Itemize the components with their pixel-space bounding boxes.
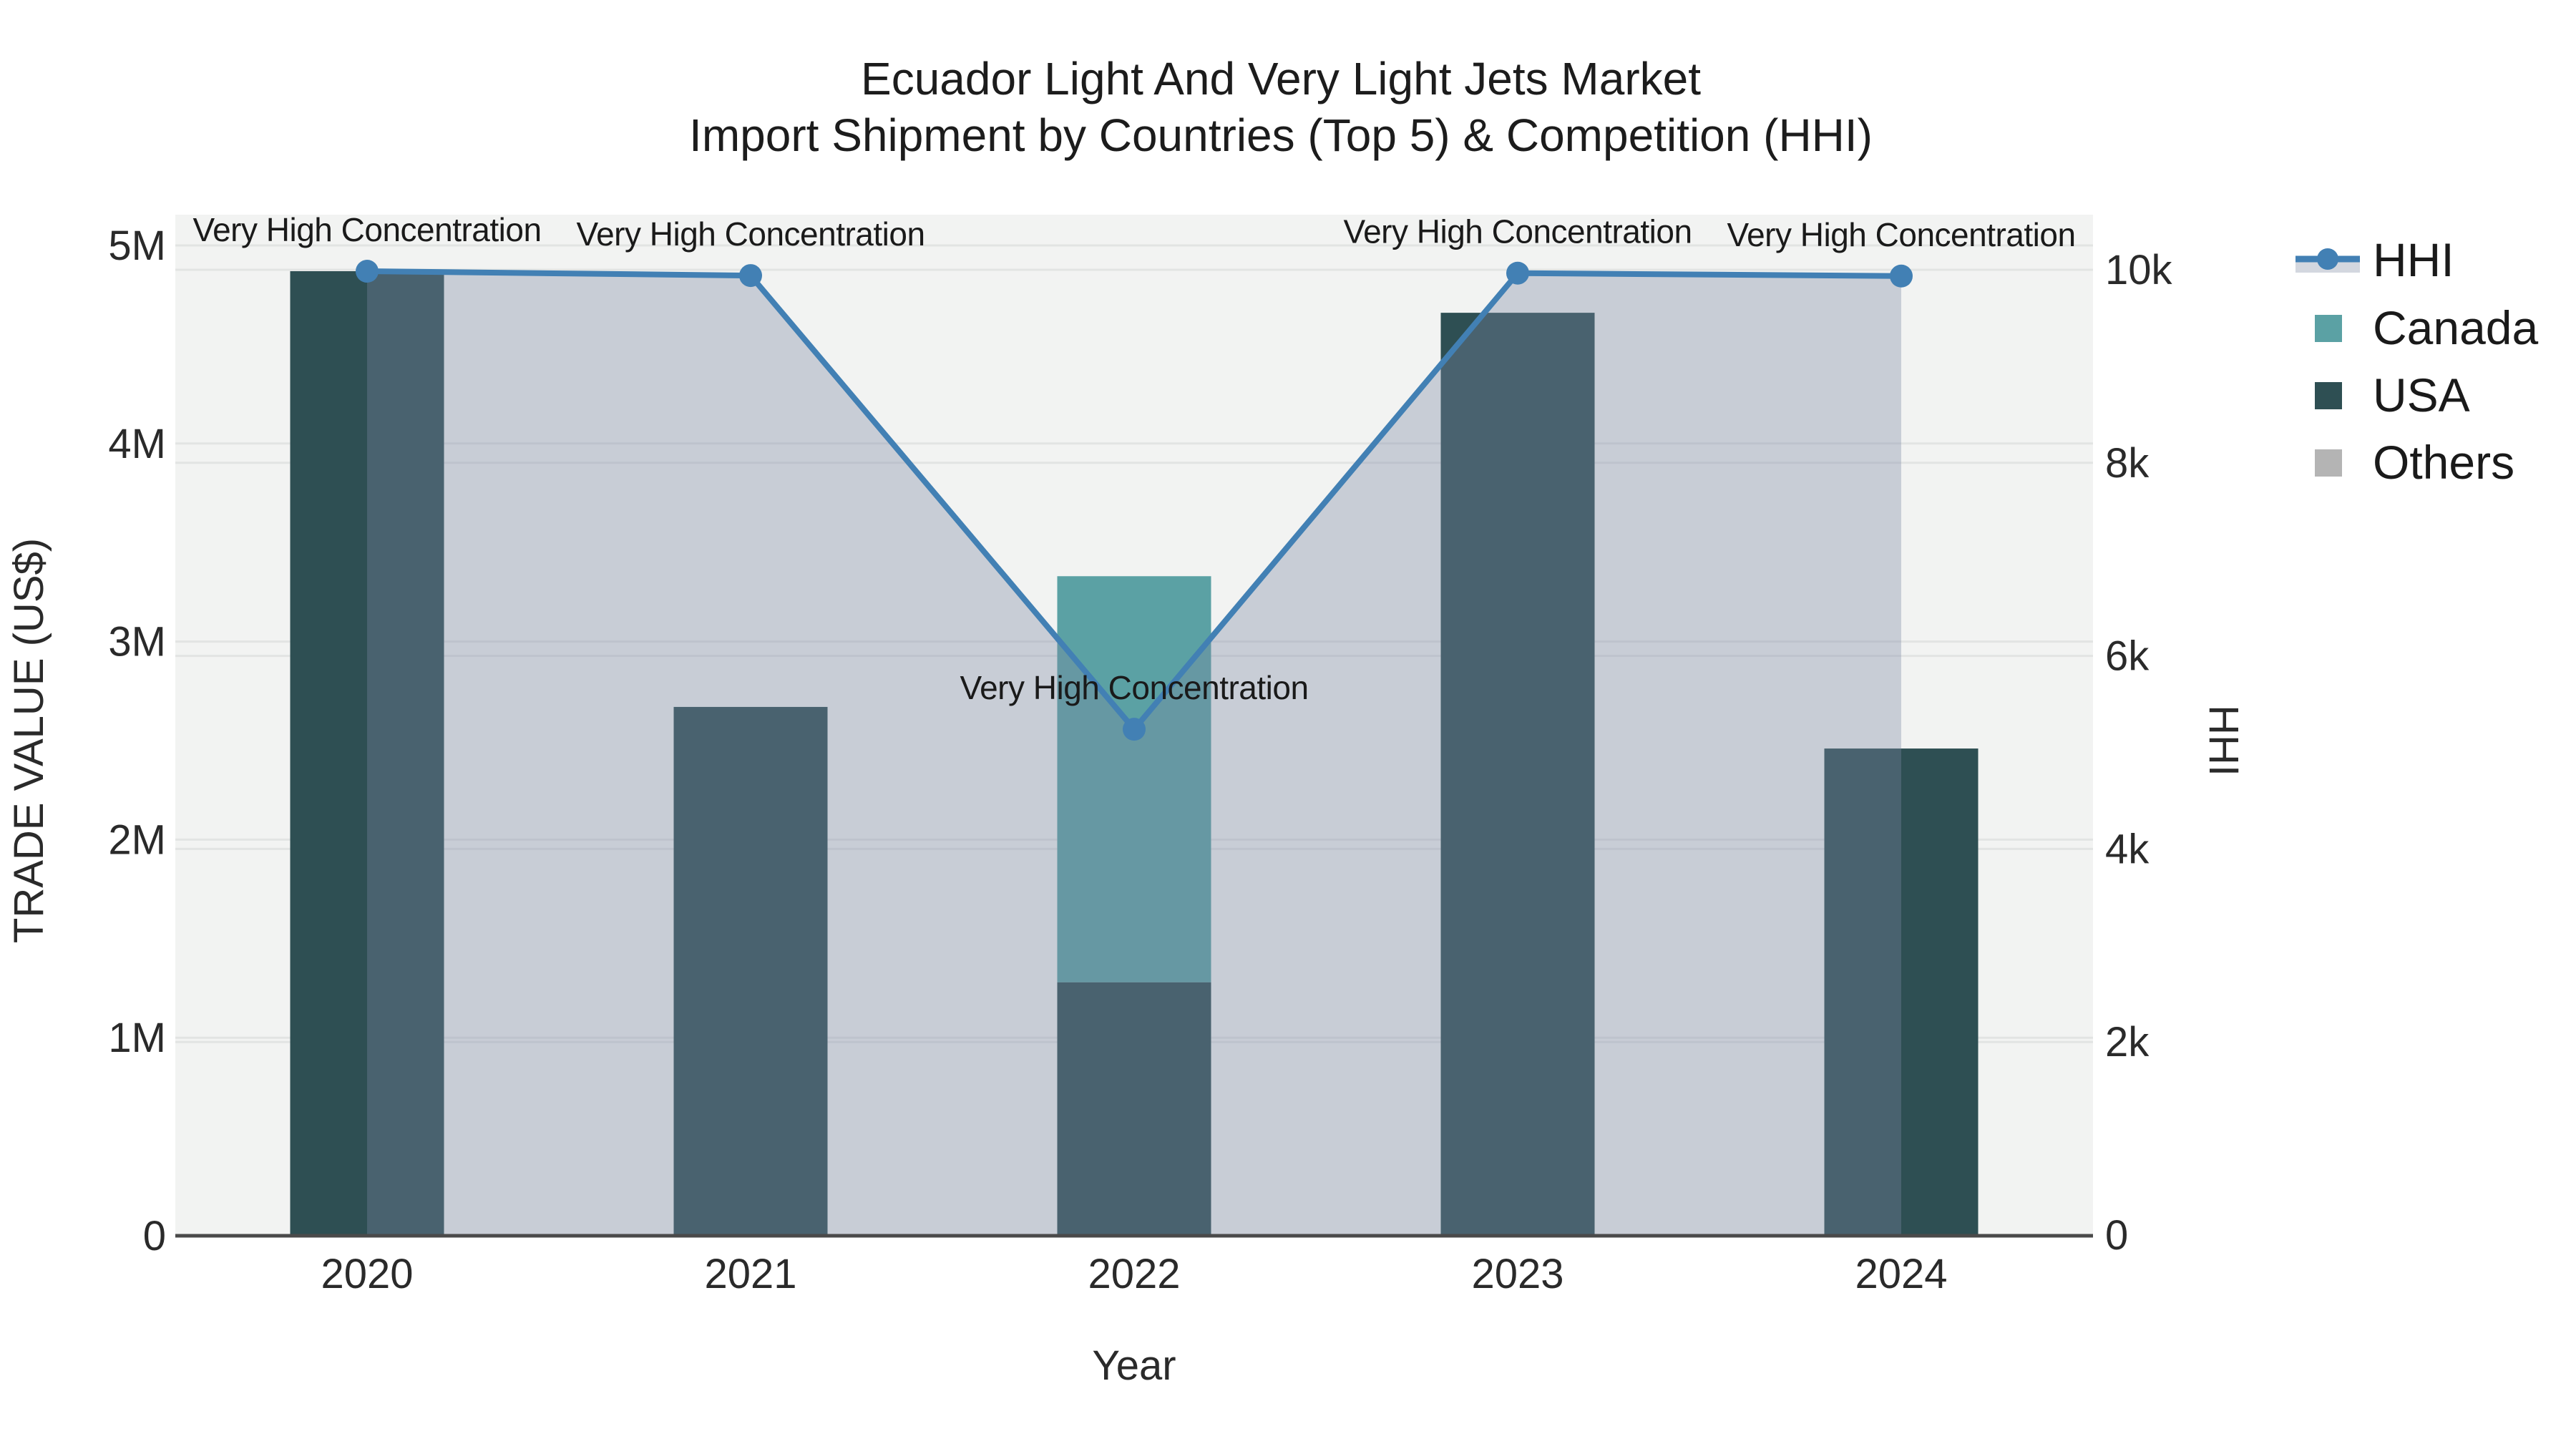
y-right-axis-title: HHI <box>2200 705 2247 776</box>
y-right-tick: 4k <box>2105 826 2150 872</box>
y-left-tick: 0 <box>143 1213 166 1259</box>
x-tick-2024: 2024 <box>1855 1251 1947 1297</box>
legend-item-canada[interactable]: Canada <box>2315 301 2538 354</box>
chart-subtitle: Import Shipment by Countries (Top 5) & C… <box>689 109 1873 161</box>
hhi-marker-2020[interactable] <box>356 260 379 283</box>
legend-item-usa[interactable]: USA <box>2315 369 2470 421</box>
hhi-marker-swatch <box>2317 248 2338 270</box>
y-right-tick: 8k <box>2105 440 2150 487</box>
hhi-marker-2024[interactable] <box>1890 264 1913 288</box>
y-left-tick: 5M <box>108 223 166 269</box>
bar-usa-2023[interactable] <box>1440 313 1595 1236</box>
hhi-marker-2023[interactable] <box>1506 261 1529 285</box>
y-left-tick: 1M <box>108 1015 166 1061</box>
y-left-tick: 3M <box>108 619 166 665</box>
y-left-axis-title: TRADE VALUE (US$) <box>6 538 52 943</box>
bar-canada-2022[interactable] <box>1057 576 1211 982</box>
x-tick-2022: 2022 <box>1088 1251 1180 1297</box>
legend-label-hhi: HHI <box>2373 233 2454 286</box>
hhi-marker-2022[interactable] <box>1123 718 1146 741</box>
legend-label-others: Others <box>2373 436 2514 489</box>
hhi-marker-2021[interactable] <box>739 264 762 288</box>
bar-usa-2021[interactable] <box>673 706 828 1236</box>
bar-series <box>290 270 1979 1236</box>
others-swatch <box>2315 449 2342 477</box>
x-axis-title: Year <box>1092 1342 1176 1389</box>
y-right-tick: 10k <box>2105 247 2173 293</box>
legend-label-usa: USA <box>2373 369 2470 421</box>
x-tick-2020: 2020 <box>321 1251 413 1297</box>
bar-usa-2020[interactable] <box>290 270 444 1236</box>
hhi-area <box>367 271 1901 1236</box>
annotation-2024: Very High Concentration <box>1727 216 2075 253</box>
x-tick-2023: 2023 <box>1471 1251 1563 1297</box>
bar-usa-2022[interactable] <box>1057 982 1211 1236</box>
y-right-tick: 0 <box>2105 1212 2128 1259</box>
legend-label-canada: Canada <box>2373 301 2538 354</box>
y-left-tick: 2M <box>108 816 166 863</box>
legend-item-others[interactable]: Others <box>2315 436 2514 489</box>
y-right-tick: 2k <box>2105 1019 2150 1065</box>
legend: HHI Canada USA Others <box>2296 233 2538 489</box>
axis-tick-labels: 0 1M 2M 3M 4M 5M 0 2k 4k 6k 8k 10k 2020 2021 2022 2023 2… <box>108 223 2172 1297</box>
bar-usa-2024[interactable] <box>1824 748 1979 1236</box>
annotation-2020: Very High Concentration <box>192 211 541 248</box>
x-tick-2021: 2021 <box>704 1251 796 1297</box>
chart-title: Ecuador Light And Very Light Jets Market <box>861 53 1701 104</box>
usa-swatch <box>2315 382 2342 409</box>
hhi-line <box>356 260 1913 741</box>
annotations: Very High Concentration Very High Concent… <box>192 211 2076 706</box>
legend-item-hhi[interactable]: HHI <box>2296 233 2454 286</box>
annotation-2023: Very High Concentration <box>1343 213 1692 250</box>
annotation-2022: Very High Concentration <box>960 669 1308 706</box>
annotation-2021: Very High Concentration <box>576 215 924 253</box>
hhi-area-fill <box>367 271 1901 1236</box>
canada-swatch <box>2315 315 2342 342</box>
y-left-tick: 4M <box>108 421 166 467</box>
y-right-tick: 6k <box>2105 633 2150 680</box>
